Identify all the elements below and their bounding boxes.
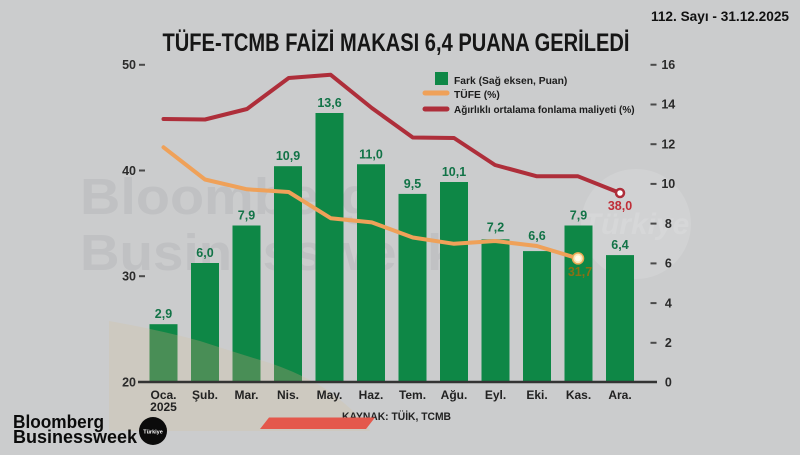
svg-text:10,1: 10,1 [442,165,466,179]
svg-text:Türkiye: Türkiye [143,429,163,435]
svg-text:8: 8 [665,217,672,231]
svg-text:2025: 2025 [150,400,177,414]
svg-text:Şub.: Şub. [192,388,218,402]
svg-text:Eyl.: Eyl. [485,388,506,402]
svg-text:Businessweek: Businessweek [80,225,458,282]
svg-text:TÜFE-TCMB FAİZİ MAKASI 6,4 PUA: TÜFE-TCMB FAİZİ MAKASI 6,4 PUANA GERİLED… [163,28,630,57]
svg-text:40: 40 [122,164,136,178]
svg-text:Mar.: Mar. [234,388,258,402]
svg-text:Oca.: Oca. [150,388,176,402]
svg-text:9,5: 9,5 [404,177,421,191]
svg-text:7,9: 7,9 [570,209,587,223]
svg-text:Tem.: Tem. [399,388,426,402]
svg-text:2,9: 2,9 [155,307,172,321]
svg-text:7,2: 7,2 [487,221,504,235]
svg-text:38,0: 38,0 [608,199,632,213]
svg-text:TÜFE (%): TÜFE (%) [454,88,500,101]
svg-text:20: 20 [122,376,136,390]
svg-text:112. Sayı - 31.12.2025: 112. Sayı - 31.12.2025 [651,8,789,24]
svg-text:May.: May. [317,388,343,402]
svg-text:7,9: 7,9 [238,209,255,223]
svg-text:16: 16 [661,58,675,72]
svg-text:10,9: 10,9 [276,149,300,163]
svg-text:12: 12 [661,137,675,151]
svg-text:2: 2 [665,336,672,350]
svg-text:6,0: 6,0 [196,246,213,260]
svg-text:10: 10 [661,177,675,191]
svg-text:Ağu.: Ağu. [441,388,468,402]
svg-text:11,0: 11,0 [359,147,383,161]
svg-text:Nis.: Nis. [277,388,299,402]
svg-text:13,6: 13,6 [317,96,341,110]
svg-text:Ara.: Ara. [608,388,631,402]
svg-text:0: 0 [665,376,672,390]
svg-text:50: 50 [122,58,136,72]
svg-text:14: 14 [661,98,675,112]
svg-text:Türkiye: Türkiye [583,208,690,241]
svg-text:Eki.: Eki. [526,388,547,402]
svg-text:6,6: 6,6 [528,229,545,243]
svg-text:6: 6 [665,257,672,271]
svg-text:Ağırlıklı ortalama fonlama mal: Ağırlıklı ortalama fonlama maliyeti (%) [454,105,635,116]
svg-text:Bloomberg: Bloomberg [13,412,104,432]
svg-text:Fark (Sağ eksen, Puan): Fark (Sağ eksen, Puan) [454,76,567,87]
svg-text:6,4: 6,4 [611,238,628,252]
svg-text:30: 30 [122,270,136,284]
svg-text:Businessweek: Businessweek [13,427,138,447]
svg-text:Haz.: Haz. [359,388,384,402]
svg-text:4: 4 [665,296,672,310]
svg-text:Kas.: Kas. [566,388,591,402]
svg-text:31,7: 31,7 [568,265,592,279]
